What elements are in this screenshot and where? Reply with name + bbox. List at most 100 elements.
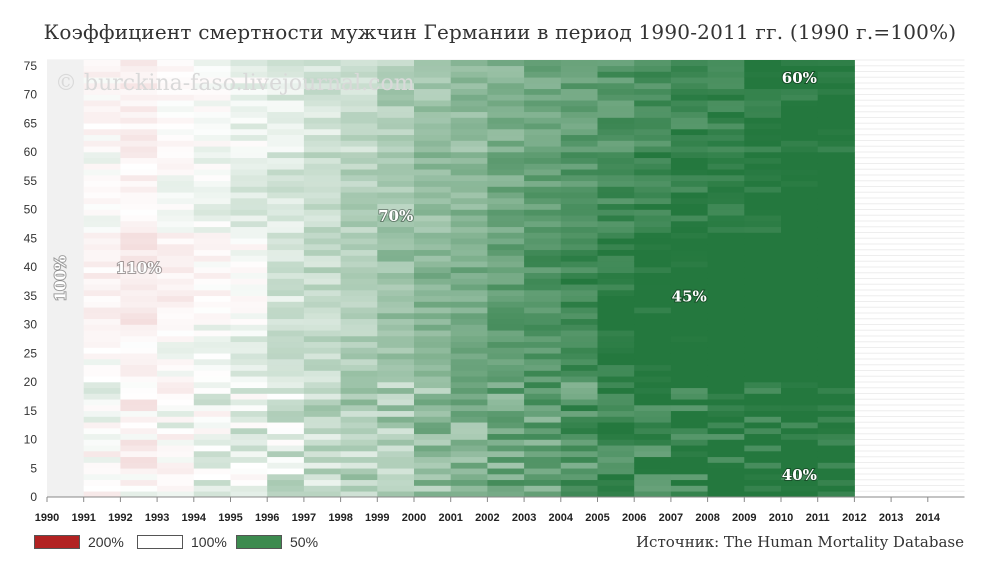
heatmap-cell (560, 456, 598, 463)
heatmap-cell (707, 238, 745, 245)
heatmap-cell (83, 221, 121, 228)
heatmap-cell (157, 353, 195, 360)
heatmap-cell (707, 353, 745, 360)
heatmap-cell (781, 439, 819, 446)
heatmap-cell (634, 100, 672, 107)
heatmap-cell (414, 485, 452, 492)
heatmap-cell (83, 359, 121, 366)
heatmap-cell (303, 284, 342, 291)
heatmap-cell (597, 405, 635, 412)
heatmap-cell (83, 77, 121, 84)
heatmap-cell (303, 94, 342, 101)
heatmap-cell (707, 405, 745, 412)
heatmap-cell (597, 163, 635, 170)
heatmap-cell (487, 209, 525, 216)
heatmap-cell (157, 215, 195, 222)
heatmap-cell (817, 249, 855, 256)
heatmap-cell (47, 255, 85, 262)
heatmap-cell (817, 175, 855, 182)
heatmap-cell (634, 65, 672, 72)
heatmap-cell (47, 301, 85, 308)
heatmap-cell (303, 111, 342, 118)
heatmap-cell (634, 140, 672, 147)
heatmap-cell (817, 83, 855, 90)
heatmap-cell (47, 359, 85, 366)
heatmap-cell (267, 456, 305, 463)
heatmap-cell (193, 416, 231, 423)
heatmap-cell (414, 146, 452, 153)
heatmap-cell (377, 152, 415, 159)
heatmap-cell (120, 175, 158, 182)
heatmap-cell (193, 203, 231, 210)
heatmap-cell (744, 157, 782, 164)
heatmap-cell (230, 364, 268, 371)
heatmap-cell (487, 387, 525, 394)
heatmap-cell (340, 129, 378, 136)
heatmap-cell (193, 399, 231, 406)
heatmap-cell (560, 77, 598, 84)
heatmap-cell (193, 376, 231, 383)
heatmap-cell (744, 163, 782, 170)
heatmap-cell (634, 393, 672, 400)
heatmap-cell (744, 313, 782, 320)
heatmap-cell (340, 215, 378, 222)
heatmap-cell (781, 129, 819, 136)
heatmap-cell (560, 215, 598, 222)
heatmap-cell (267, 278, 305, 285)
heatmap-cell (781, 491, 819, 498)
heatmap-cell (340, 318, 378, 325)
heatmap-cell (414, 255, 452, 262)
heatmap-cell (560, 71, 598, 78)
heatmap-cell (340, 307, 378, 314)
heatmap-cell (707, 71, 745, 78)
heatmap-cell (524, 129, 562, 136)
heatmap-cell (303, 203, 342, 210)
heatmap-cell (377, 209, 415, 216)
heatmap-cell (303, 129, 342, 136)
heatmap-cell (487, 295, 525, 302)
heatmap-cell (817, 192, 855, 199)
heatmap-cell (377, 410, 415, 417)
heatmap-cell (487, 169, 525, 176)
heatmap-cell (524, 370, 562, 377)
heatmap-cell (414, 456, 452, 463)
heatmap-cell (781, 307, 819, 314)
heatmap-cell (450, 134, 488, 141)
x-tick-label: 1999 (365, 512, 389, 524)
heatmap-cell (524, 278, 562, 285)
heatmap-cell (560, 88, 598, 95)
heatmap-cell (340, 157, 378, 164)
heatmap-cell (340, 123, 378, 130)
heatmap-cell (230, 267, 268, 274)
heatmap-cell (47, 324, 85, 331)
heatmap-cell (707, 382, 745, 389)
heatmap-cell (414, 416, 452, 423)
heatmap-cell (781, 134, 819, 141)
heatmap-cell (487, 324, 525, 331)
heatmap-cell (560, 267, 598, 274)
heatmap-cell (340, 353, 378, 360)
heatmap-cell (781, 83, 819, 90)
heatmap-cell (524, 215, 562, 222)
heatmap-cell (157, 186, 195, 193)
heatmap-cell (267, 272, 305, 279)
heatmap-cell (230, 152, 268, 159)
heatmap-cell (414, 364, 452, 371)
heatmap-cell (340, 330, 378, 337)
heatmap-cell (450, 232, 488, 239)
heatmap-cell (157, 221, 195, 228)
heatmap-cell (377, 77, 415, 84)
heatmap-cell (817, 474, 855, 481)
heatmap-cell (120, 152, 158, 159)
heatmap-cell (487, 336, 525, 343)
heatmap-cell (560, 347, 598, 354)
heatmap-cell (744, 439, 782, 446)
heatmap-cell (193, 94, 231, 101)
heatmap-cell (377, 451, 415, 458)
heatmap-cell (487, 71, 525, 78)
heatmap-cell (744, 94, 782, 101)
heatmap-cell (193, 428, 231, 435)
heatmap-cell (47, 111, 85, 118)
heatmap-cell (670, 209, 709, 216)
heatmap-cell (524, 410, 562, 417)
